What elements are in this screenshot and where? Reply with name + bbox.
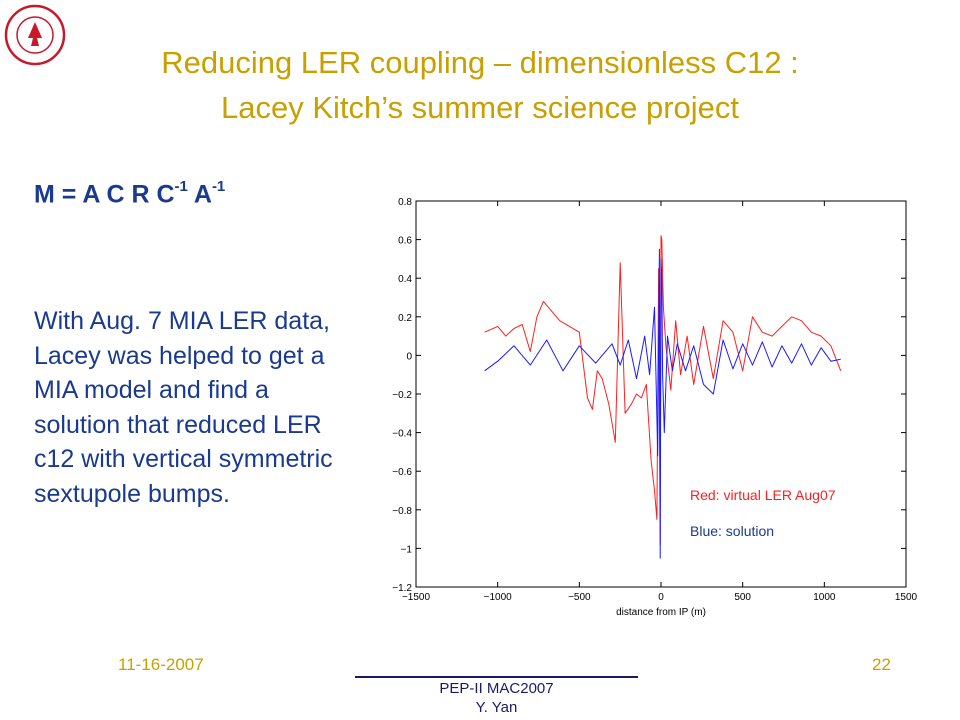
series-line-blue xyxy=(484,248,841,559)
x-tick-label: −1000 xyxy=(484,592,513,603)
y-tick-label: −0.4 xyxy=(392,429,412,440)
y-tick-label: −1 xyxy=(401,544,413,555)
formula-sup2: -1 xyxy=(211,178,226,195)
y-tick-label: −1.2 xyxy=(392,583,412,594)
x-tick-label: 1000 xyxy=(813,592,836,603)
y-tick-label: 0.8 xyxy=(398,197,412,208)
formula-mid: A xyxy=(187,180,212,209)
y-tick-label: 0.6 xyxy=(398,236,412,247)
slide-title-line1: Reducing LER coupling – dimensionless C1… xyxy=(161,45,799,80)
coupling-chart: −1.2 −1 −0.8 −0.6 −0.4 −0.2 0 0.2 0.4 0.6 0.8 −1500… xyxy=(392,197,918,618)
formula-prefix: M = A C R C xyxy=(34,180,175,209)
y-tick-label: −0.8 xyxy=(392,506,412,517)
footer-event: PEP-II MAC2007 xyxy=(439,680,554,697)
x-tick-label: 500 xyxy=(734,592,751,603)
annotation-red: Red: virtual LER Aug07 xyxy=(690,487,836,503)
y-tick-label: 0 xyxy=(406,351,412,362)
slide-title: Reducing LER coupling – dimensionless C1… xyxy=(80,40,880,130)
footer-date: 11-16-2007 xyxy=(118,655,204,674)
x-tick-label: 0 xyxy=(658,592,664,603)
slide-title-line2: Lacey Kitch’s summer science project xyxy=(220,90,740,125)
series-line-red xyxy=(484,235,842,545)
x-tick-label: 1500 xyxy=(895,592,918,603)
formula: M = A C R C-1 A-1 xyxy=(34,178,226,209)
footer-author: Y. Yan xyxy=(475,699,518,716)
x-tick-label: −500 xyxy=(568,592,591,603)
y-tick-label: 0.4 xyxy=(398,274,412,285)
y-tick-label: 0.2 xyxy=(398,313,412,324)
formula-sup1: -1 xyxy=(174,178,188,195)
page-number: 22 xyxy=(872,655,891,674)
footer-center: PEP-II MAC2007 Y. Yan xyxy=(355,679,638,717)
university-seal-icon xyxy=(4,4,66,66)
y-tick-label: −0.6 xyxy=(392,467,412,478)
annotation-blue: Blue: solution xyxy=(690,523,774,539)
y-tick-label: −0.2 xyxy=(392,390,412,401)
x-tick-label: −1500 xyxy=(402,592,431,603)
x-axis-label: distance from IP (m) xyxy=(616,607,706,618)
footer-rule xyxy=(355,676,638,678)
body-paragraph: With Aug. 7 MIA LER data, Lacey was help… xyxy=(34,307,333,508)
